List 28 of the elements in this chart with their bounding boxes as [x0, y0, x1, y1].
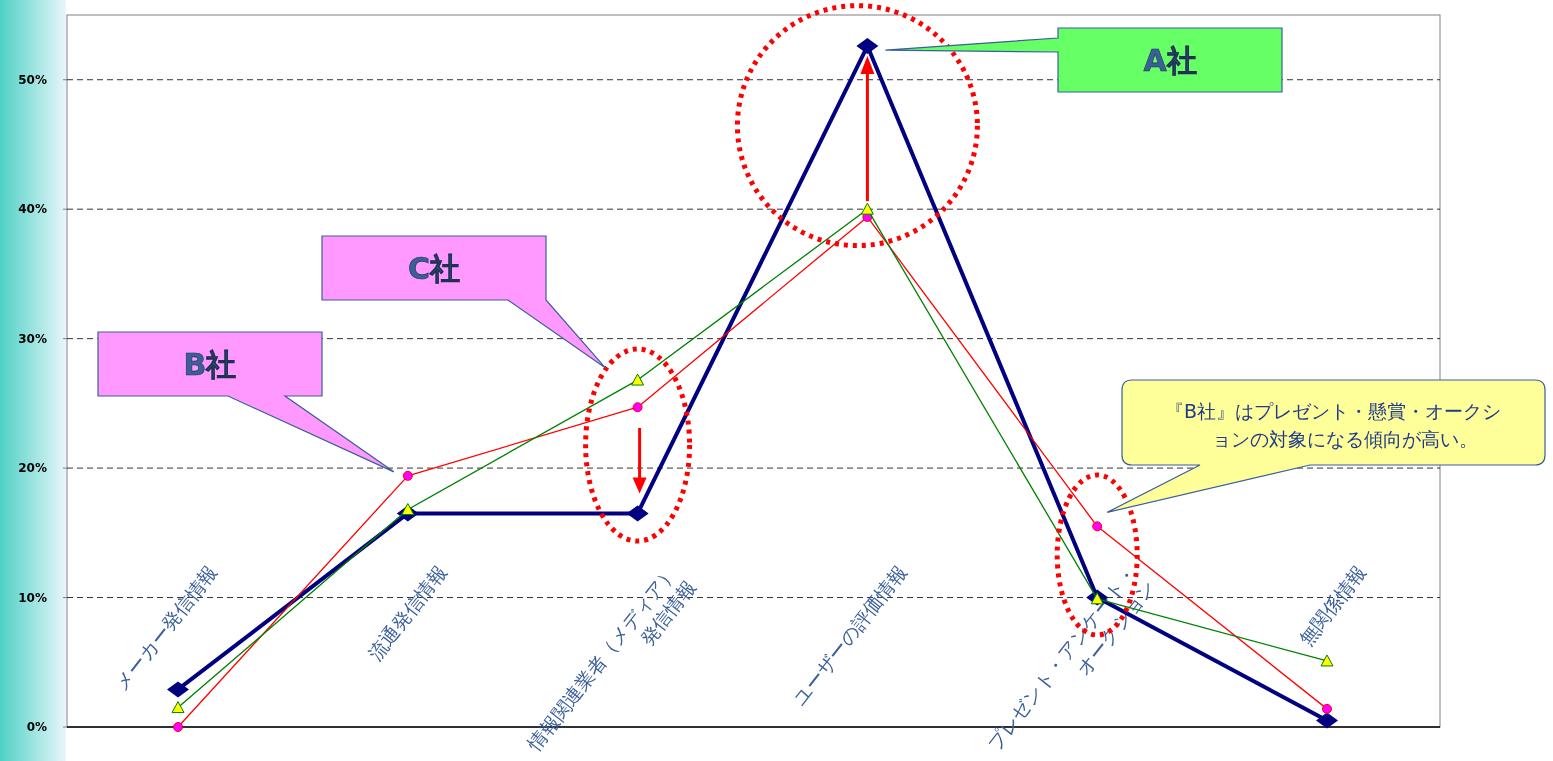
y-tick-label: 0% [26, 720, 47, 734]
point [631, 373, 645, 386]
x-tick-label: ユーザーの評価情報 [787, 560, 911, 710]
point [626, 505, 649, 522]
point [632, 402, 643, 413]
point [167, 681, 189, 698]
point [1322, 703, 1332, 714]
point [856, 38, 879, 55]
annotation: B社 [183, 347, 237, 382]
x-tick-label: メーカー発信情報 [110, 560, 222, 695]
annotation: 『B社』はプレゼント・懸賞・オークションの対象になる傾向が高い。 [1164, 400, 1502, 450]
point [171, 701, 185, 714]
point [860, 202, 874, 215]
point [1316, 712, 1338, 729]
annotation: A社 [1143, 43, 1197, 78]
point [402, 470, 413, 481]
y-tick-label: 30% [18, 331, 47, 346]
x-tick-label: 情報関連業者（メディア） 発信情報 [522, 560, 700, 755]
annotation: C社 [407, 251, 461, 286]
y-tick-label: 40% [18, 202, 47, 217]
point [1092, 521, 1103, 532]
point [173, 722, 183, 732]
y-tick-label: 10% [18, 590, 47, 605]
y-tick-label: 50% [18, 72, 47, 87]
x-tick-label: 無関係情報 [1294, 560, 1371, 650]
point [1320, 654, 1334, 667]
x-tick-label: 流通発信情報 [363, 560, 451, 665]
y-tick-label: 20% [18, 461, 47, 476]
